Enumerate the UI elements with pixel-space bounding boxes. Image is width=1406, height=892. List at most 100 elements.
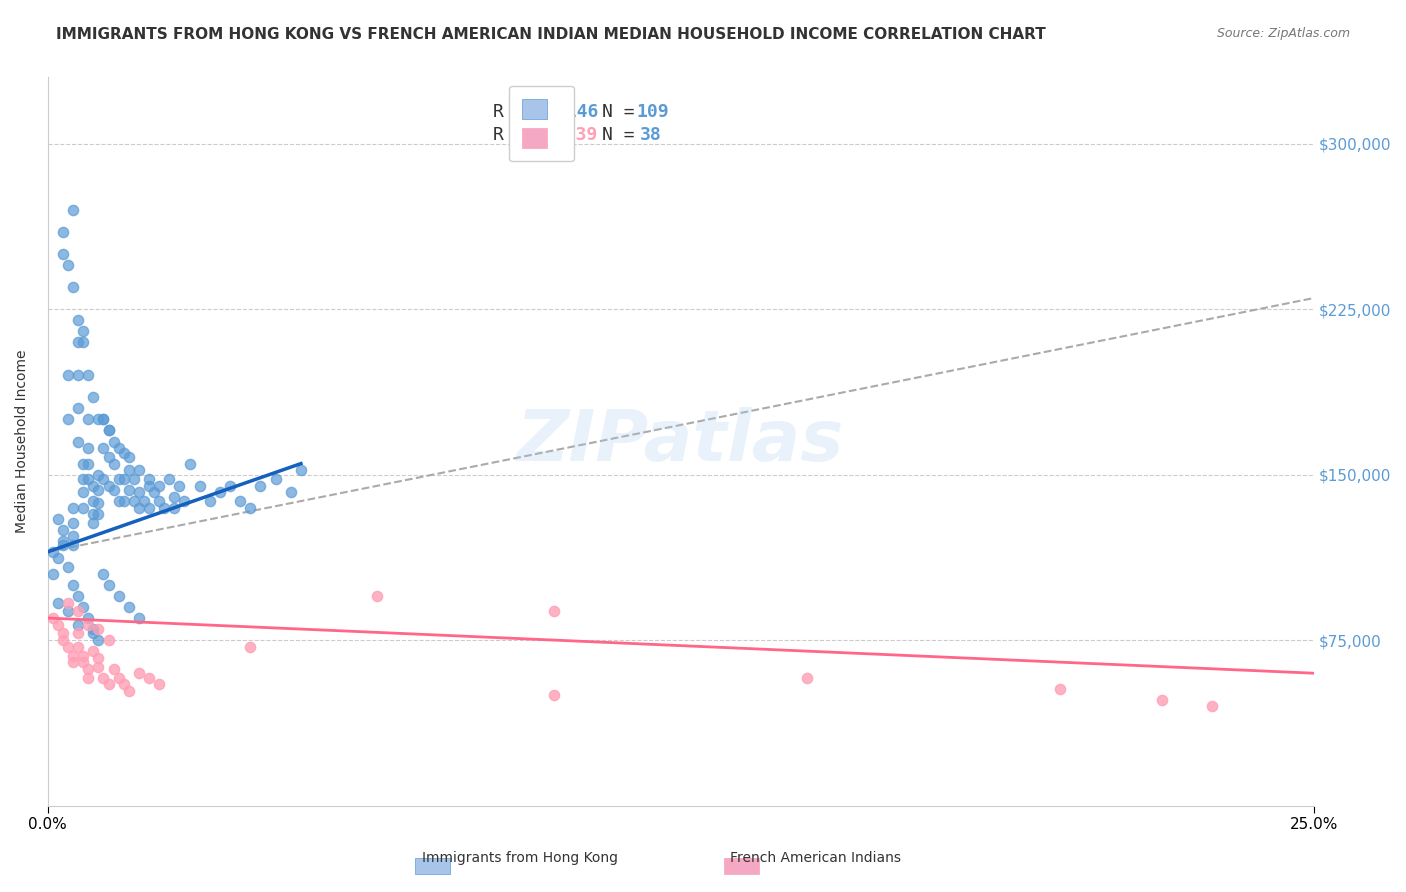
Text: N =: N = <box>602 127 645 145</box>
Point <box>107 441 129 455</box>
Point <box>112 677 135 691</box>
Point <box>138 500 160 515</box>
Point <box>103 434 125 449</box>
Point <box>128 500 150 515</box>
Point <box>77 662 100 676</box>
Point <box>72 472 94 486</box>
Point <box>1049 681 1071 696</box>
Text: Source: ZipAtlas.com: Source: ZipAtlas.com <box>1216 27 1350 40</box>
Point <box>107 494 129 508</box>
Point <box>62 500 84 515</box>
Point <box>62 516 84 531</box>
Point <box>67 626 90 640</box>
Point <box>219 478 242 492</box>
Text: 109: 109 <box>637 103 669 121</box>
Point <box>82 644 104 658</box>
Point <box>62 280 84 294</box>
Point <box>93 441 115 455</box>
Point <box>67 401 90 416</box>
Point <box>97 478 120 492</box>
Point <box>118 684 141 698</box>
Point <box>72 485 94 500</box>
Point <box>56 560 79 574</box>
Point <box>122 494 145 508</box>
Point <box>239 640 262 654</box>
Text: 38: 38 <box>640 127 662 145</box>
Point <box>77 441 100 455</box>
Point <box>280 485 302 500</box>
Point <box>128 666 150 681</box>
Point <box>103 457 125 471</box>
Point <box>229 494 252 508</box>
Point <box>107 671 129 685</box>
Point <box>132 494 155 508</box>
Point <box>239 500 262 515</box>
Point <box>42 611 65 625</box>
Point <box>67 335 90 350</box>
Point <box>56 412 79 426</box>
Point <box>77 671 100 685</box>
Point <box>1150 692 1173 706</box>
Point <box>169 478 191 492</box>
Point <box>82 622 104 636</box>
Point <box>128 485 150 500</box>
Text: R =: R = <box>494 127 537 145</box>
Point <box>67 368 90 383</box>
Point <box>157 472 180 486</box>
Point <box>366 589 388 603</box>
Point <box>62 655 84 669</box>
Point <box>128 611 150 625</box>
Point <box>112 472 135 486</box>
Point <box>52 225 75 239</box>
Point <box>82 391 104 405</box>
Legend: , : , <box>509 86 574 161</box>
Point <box>143 485 166 500</box>
Point <box>112 445 135 459</box>
Text: French American Indians: French American Indians <box>730 851 901 865</box>
Point <box>97 578 120 592</box>
Point <box>42 545 65 559</box>
Point <box>87 412 110 426</box>
Point <box>543 688 565 702</box>
Point <box>62 648 84 663</box>
Point <box>56 258 79 272</box>
Point <box>796 671 818 685</box>
Point <box>52 533 75 548</box>
Point <box>87 483 110 497</box>
Text: N =: N = <box>602 103 645 121</box>
Point <box>173 494 195 508</box>
Point <box>77 617 100 632</box>
Point <box>163 500 186 515</box>
Point <box>148 478 170 492</box>
Point <box>128 463 150 477</box>
Text: -0.339: -0.339 <box>533 127 598 145</box>
Point <box>138 671 160 685</box>
Point <box>107 589 129 603</box>
Text: ZIPatlas: ZIPatlas <box>517 407 845 476</box>
Point <box>97 450 120 464</box>
Point <box>82 478 104 492</box>
Point <box>87 622 110 636</box>
Point <box>118 463 141 477</box>
Point <box>87 496 110 510</box>
Point <box>290 463 312 477</box>
Point <box>97 424 120 438</box>
Point <box>148 494 170 508</box>
Point <box>112 494 135 508</box>
Point <box>56 368 79 383</box>
Point <box>163 490 186 504</box>
Point <box>93 412 115 426</box>
Point <box>46 551 69 566</box>
Point <box>77 368 100 383</box>
Point <box>179 457 201 471</box>
Point <box>122 472 145 486</box>
Point <box>67 313 90 327</box>
Point <box>97 633 120 648</box>
Point <box>46 617 69 632</box>
Point <box>249 478 271 492</box>
Point <box>208 485 231 500</box>
Point <box>67 604 90 618</box>
Point <box>93 472 115 486</box>
Point <box>62 578 84 592</box>
Point <box>67 617 90 632</box>
